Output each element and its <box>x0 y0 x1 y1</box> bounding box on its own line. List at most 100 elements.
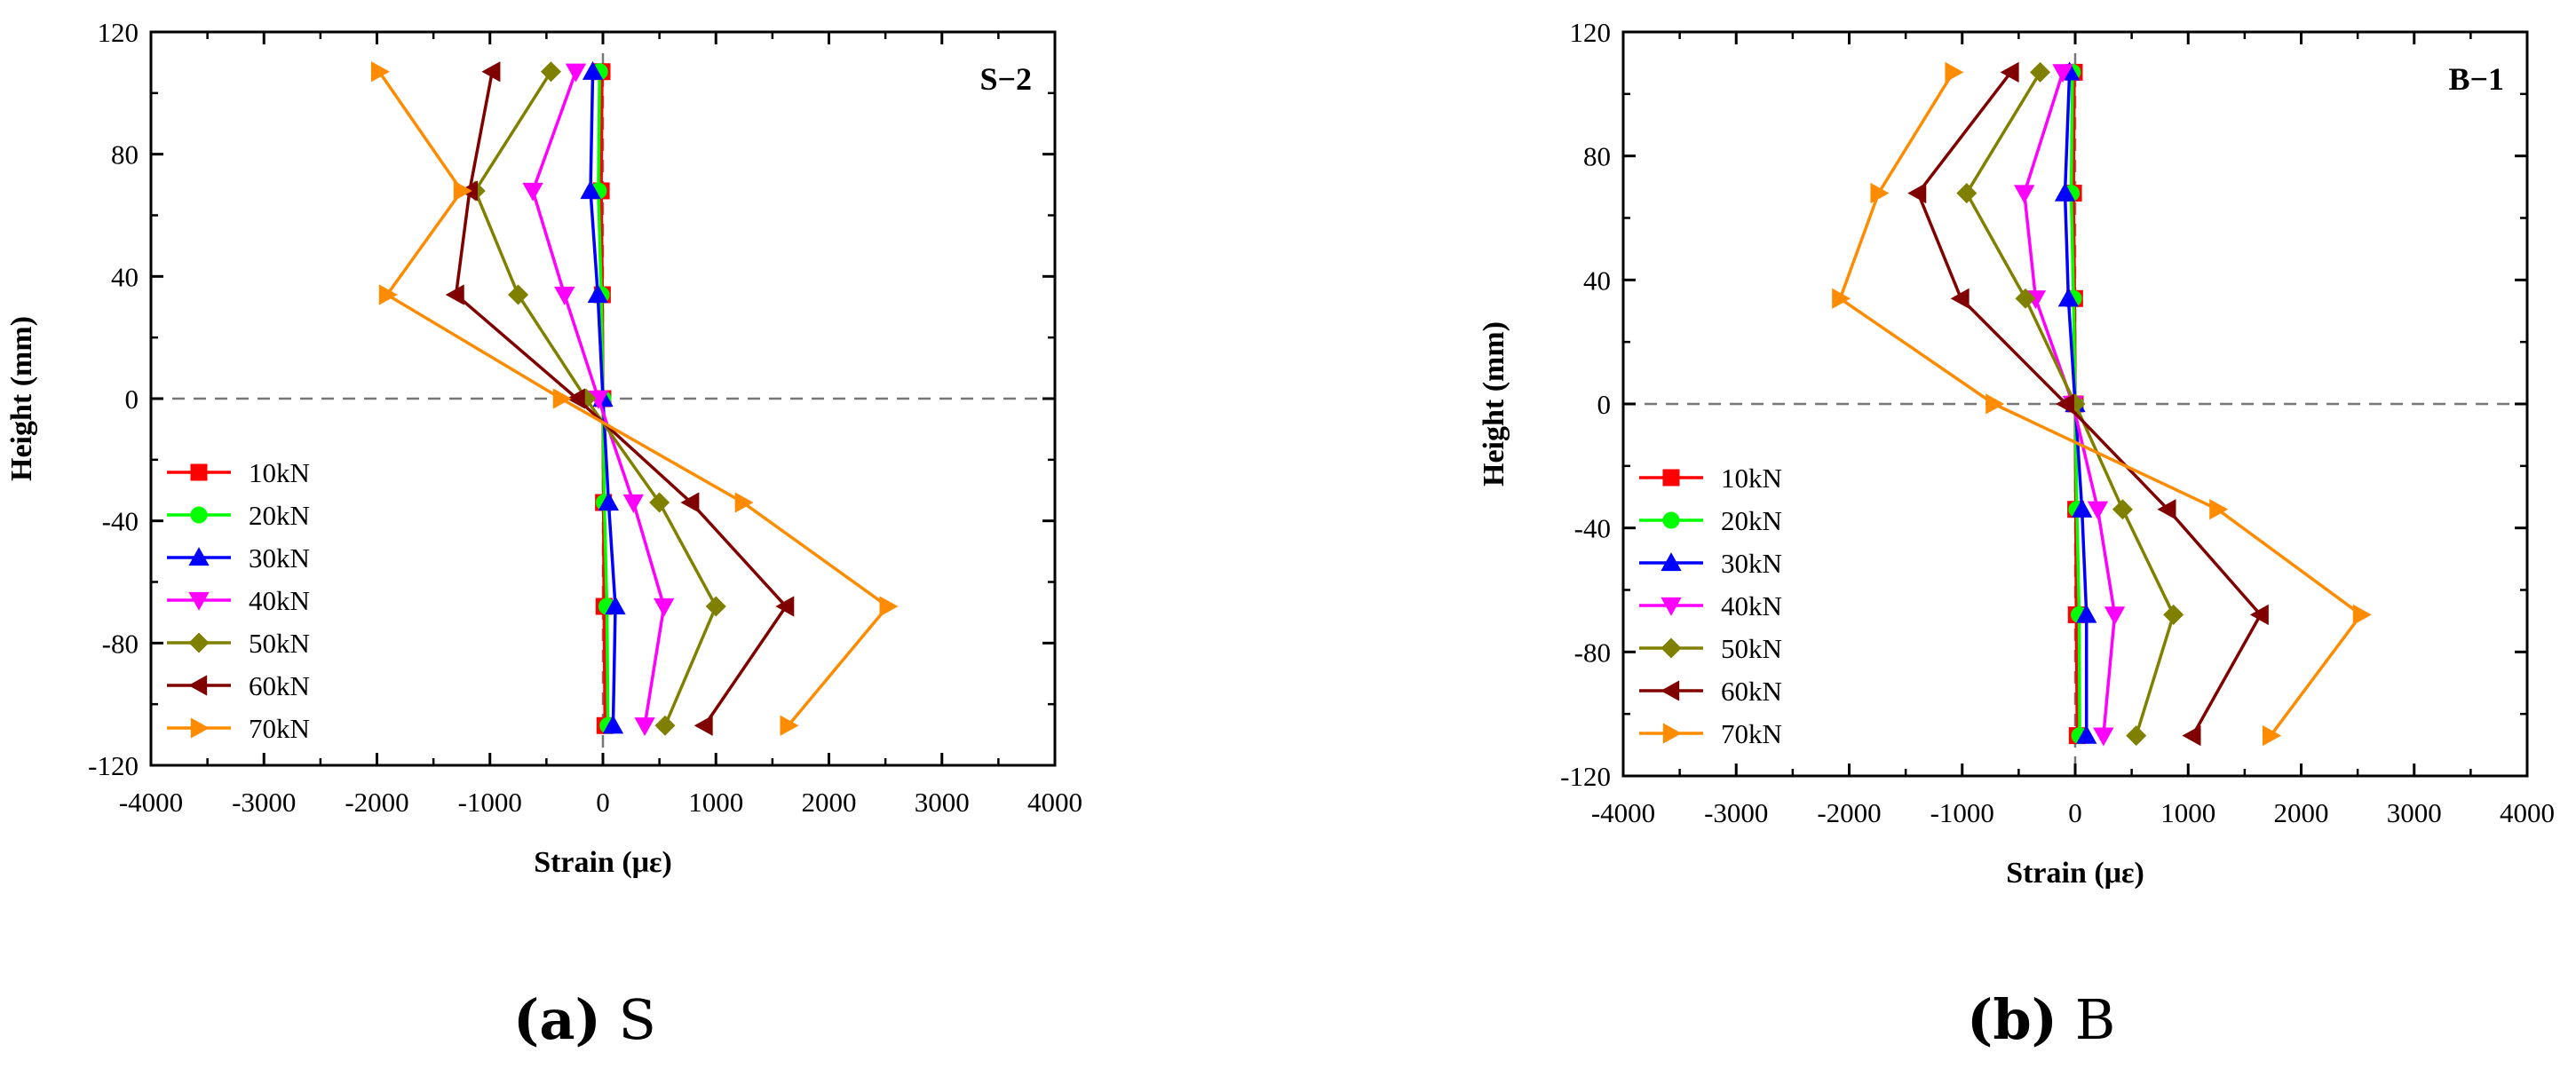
data-point-70kN <box>2263 724 2281 747</box>
legend-marker <box>190 506 208 524</box>
data-point-30kN <box>2076 604 2097 623</box>
panel-label: B−1 <box>2448 61 2504 97</box>
legend-marker <box>1661 552 1682 572</box>
x-axis-title: Strain (με) <box>534 846 672 879</box>
x-tick-label: -2000 <box>345 787 408 818</box>
legend-label: 30kN <box>249 542 310 574</box>
legend-label: 40kN <box>249 585 310 616</box>
data-point-60kN <box>566 388 585 409</box>
data-point-70kN <box>780 715 799 736</box>
data-point-30kN <box>605 596 626 615</box>
chart-panel-a: -4000 -3000 -2000 -1000 0 1000 2000 3000 4000 -12… <box>5 17 1082 879</box>
x-tick-label: 1000 <box>2160 797 2215 828</box>
legend-label: 10kN <box>249 457 310 488</box>
legend-label: 70kN <box>249 713 310 744</box>
data-point-50kN <box>508 284 529 305</box>
legend-marker <box>1662 723 1682 744</box>
y-tick-label: 120 <box>1570 17 1612 48</box>
data-point-30kN <box>2057 288 2080 307</box>
x-tick-label: 4000 <box>2500 797 2555 828</box>
x-tick-label: 2000 <box>2274 797 2329 828</box>
legend-label: 60kN <box>1721 676 1782 707</box>
data-point-30kN <box>602 715 624 734</box>
data-point-70kN <box>879 596 899 617</box>
data-point-60kN <box>2182 724 2201 747</box>
data-point-60kN <box>1907 182 1927 204</box>
legend-marker <box>190 463 208 481</box>
legend-label: 20kN <box>249 500 310 531</box>
data-point-70kN <box>378 284 398 305</box>
data-point-30kN <box>587 284 608 304</box>
data-point-30kN <box>2076 724 2097 744</box>
data-point-50kN <box>2112 499 2133 520</box>
data-point-70kN <box>1945 61 1964 83</box>
x-tick-label: -4000 <box>119 787 183 818</box>
data-point-60kN <box>2157 499 2176 520</box>
data-point-40kN <box>565 63 587 83</box>
y-tick-label: -80 <box>102 628 139 659</box>
legend-marker <box>1662 469 1680 487</box>
legend-marker <box>190 717 210 739</box>
legend-label: 50kN <box>249 628 310 659</box>
x-tick-label: 3000 <box>2387 797 2442 828</box>
x-axis-title: Strain (με) <box>2006 857 2144 890</box>
data-point-50kN <box>2126 725 2147 747</box>
data-point-40kN <box>634 717 655 737</box>
y-tick-label: 0 <box>125 384 139 415</box>
data-point-30kN <box>2071 498 2093 518</box>
legend-label: 50kN <box>1721 633 1782 664</box>
data-point-50kN <box>705 596 726 617</box>
data-point-40kN <box>2014 185 2035 204</box>
caption-a-text: S <box>600 987 657 1052</box>
data-point-60kN <box>680 492 700 513</box>
y-tick-label: 120 <box>98 17 139 48</box>
data-point-50kN <box>1956 183 1978 204</box>
data-point-60kN <box>694 715 713 736</box>
legend-marker <box>188 675 208 696</box>
data-point-30kN <box>2054 182 2076 202</box>
data-point-70kN <box>1986 393 2005 415</box>
legend-marker <box>1661 637 1682 659</box>
legend-marker <box>188 632 210 653</box>
x-tick-label: 2000 <box>802 787 857 818</box>
data-point-50kN <box>2015 288 2036 309</box>
legend-marker <box>1661 597 1682 616</box>
legend-label: 30kN <box>1721 548 1782 579</box>
legend-label: 40kN <box>1721 590 1782 621</box>
y-tick-label: -40 <box>1574 513 1611 544</box>
y-tick-label: -120 <box>88 750 139 781</box>
data-point-40kN <box>654 597 675 617</box>
caption-b: (b) B <box>1967 987 2115 1052</box>
data-point-50kN <box>540 61 561 83</box>
legend-label: 20kN <box>1721 505 1782 536</box>
y-tick-label: 80 <box>111 139 139 170</box>
data-point-60kN <box>2249 604 2269 626</box>
data-point-70kN <box>552 388 572 409</box>
data-point-40kN <box>554 286 575 305</box>
data-point-70kN <box>2209 499 2229 520</box>
x-tick-label: 0 <box>2068 797 2082 828</box>
data-point-50kN <box>2163 604 2184 625</box>
y-tick-label: -40 <box>102 506 139 537</box>
x-tick-label: 3000 <box>915 787 970 818</box>
y-tick-label: 40 <box>1583 265 1611 296</box>
x-tick-label: 4000 <box>1027 787 1082 818</box>
y-tick-label: -120 <box>1560 761 1611 792</box>
x-tick-label: -1000 <box>458 787 522 818</box>
data-point-30kN <box>580 180 601 200</box>
legend-label: 70kN <box>1721 718 1782 749</box>
x-tick-label: -1000 <box>1930 797 1994 828</box>
data-point-60kN <box>1950 288 1970 309</box>
x-tick-label: 1000 <box>688 787 743 818</box>
legend-marker <box>188 591 210 611</box>
x-tick-label: 0 <box>596 787 610 818</box>
data-point-70kN <box>734 492 754 513</box>
data-point-40kN <box>2093 727 2114 747</box>
legend-label: 10kN <box>1721 463 1782 494</box>
y-tick-label: 40 <box>111 261 139 292</box>
y-axis-title: Height (mm) <box>5 316 38 481</box>
chart-panel-b: -4000 -3000 -2000 -1000 0 1000 2000 3000 4000 -12… <box>1478 17 2555 890</box>
data-point-60kN <box>445 284 464 305</box>
data-point-60kN <box>2000 61 2019 83</box>
data-point-30kN <box>598 492 620 511</box>
